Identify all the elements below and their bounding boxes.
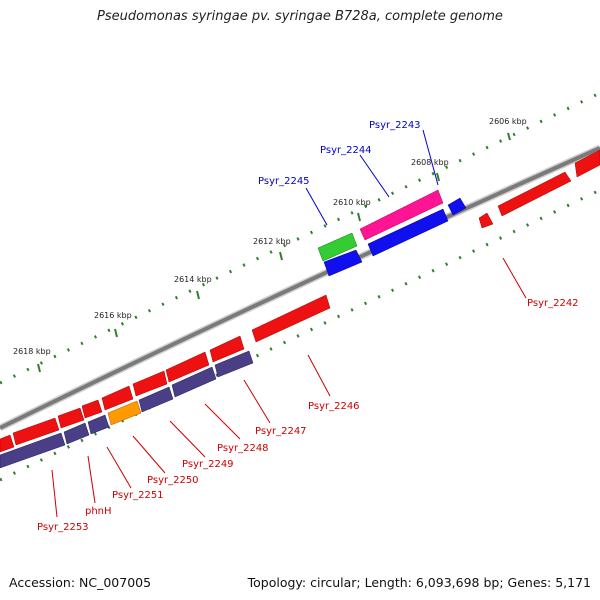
gene-psyr-2242b[interactable]	[497, 171, 572, 217]
gene-psyr-2244-blue[interactable]	[367, 208, 449, 257]
scale-labels: 2606 kbp 2608 kbp 2610 kbp 2612 kbp 2614…	[13, 117, 527, 356]
gene-phnh[interactable]	[57, 407, 85, 429]
cds-psyr-2249[interactable]	[138, 386, 174, 413]
highlighted-genes	[317, 189, 467, 277]
cds-psyr-2247[interactable]	[214, 350, 254, 378]
label-psyr-2247[interactable]: Psyr_2247	[255, 426, 307, 437]
gene-labels: Psyr_2243 Psyr_2244 Psyr_2245 Psyr_2242 …	[37, 120, 579, 533]
label-psyr-2243[interactable]: Psyr_2243	[369, 120, 421, 131]
gene-psyr-2248[interactable]	[165, 351, 210, 383]
scale-label-2612: 2612 kbp	[253, 237, 291, 246]
gene-psyr-2245-blue[interactable]	[323, 249, 363, 277]
cds-band	[0, 350, 254, 469]
outer-scale-track	[0, 91, 600, 385]
scale-label-2618: 2618 kbp	[13, 347, 51, 356]
gene-psyr-2243[interactable]	[447, 197, 467, 216]
gene-psyr-2242c[interactable]	[478, 212, 494, 229]
accession-text: Accession: NC_007005	[9, 575, 152, 590]
gene-psyr-2254[interactable]	[0, 434, 15, 453]
cds-psyr-2251[interactable]	[87, 414, 110, 435]
label-psyr-2249[interactable]: Psyr_2249	[182, 459, 234, 470]
scale-tick	[37, 363, 41, 373]
gene-psyr-2242a[interactable]	[574, 149, 600, 178]
scale-tick	[436, 172, 440, 182]
scale-tick	[279, 251, 283, 261]
label-psyr-2248[interactable]: Psyr_2248	[217, 443, 269, 454]
cds-phnh[interactable]	[63, 422, 90, 445]
label-psyr-2242[interactable]: Psyr_2242	[527, 298, 579, 309]
scale-label-2606: 2606 kbp	[489, 117, 527, 126]
label-psyr-2244[interactable]: Psyr_2244	[320, 145, 372, 156]
map-title: Pseudomonas syringae pv. syringae B728a,…	[97, 9, 503, 24]
forward-genes	[0, 149, 600, 453]
label-phnh[interactable]: phnH	[85, 506, 112, 517]
scale-tick	[114, 328, 118, 338]
scale-tick	[357, 212, 361, 222]
leader-lines	[51, 129, 527, 518]
inner-scale-track	[0, 188, 600, 482]
cds-psyr-2253[interactable]	[0, 432, 66, 469]
gene-psyr-2250[interactable]	[101, 385, 134, 411]
scale-label-2616: 2616 kbp	[94, 311, 132, 320]
label-psyr-2250[interactable]: Psyr_2250	[147, 475, 199, 486]
gene-psyr-2245-green[interactable]	[317, 232, 358, 262]
scale-tick	[507, 132, 511, 141]
cds-psyr-2250[interactable]	[107, 400, 142, 426]
label-psyr-2246[interactable]: Psyr_2246	[308, 401, 360, 412]
gene-psyr-2251[interactable]	[81, 399, 103, 419]
genome-backbone	[0, 144, 600, 432]
gene-psyr-2249[interactable]	[132, 370, 168, 397]
label-psyr-2253[interactable]: Psyr_2253	[37, 522, 89, 533]
topology-summary: Topology: circular; Length: 6,093,698 bp…	[247, 575, 591, 590]
label-psyr-2245[interactable]: Psyr_2245	[258, 176, 310, 187]
gene-psyr-2253[interactable]	[12, 417, 60, 446]
gene-psyr-2246[interactable]	[251, 294, 331, 343]
gene-psyr-2247[interactable]	[209, 335, 245, 363]
label-psyr-2251[interactable]: Psyr_2251	[112, 490, 164, 501]
gene-psyr-2244-magenta[interactable]	[359, 189, 444, 241]
scale-label-2614: 2614 kbp	[174, 275, 212, 284]
scale-label-2610: 2610 kbp	[333, 198, 371, 207]
scale-tick	[196, 290, 200, 300]
cds-psyr-2248[interactable]	[171, 366, 217, 398]
scale-label-2608: 2608 kbp	[411, 158, 449, 167]
